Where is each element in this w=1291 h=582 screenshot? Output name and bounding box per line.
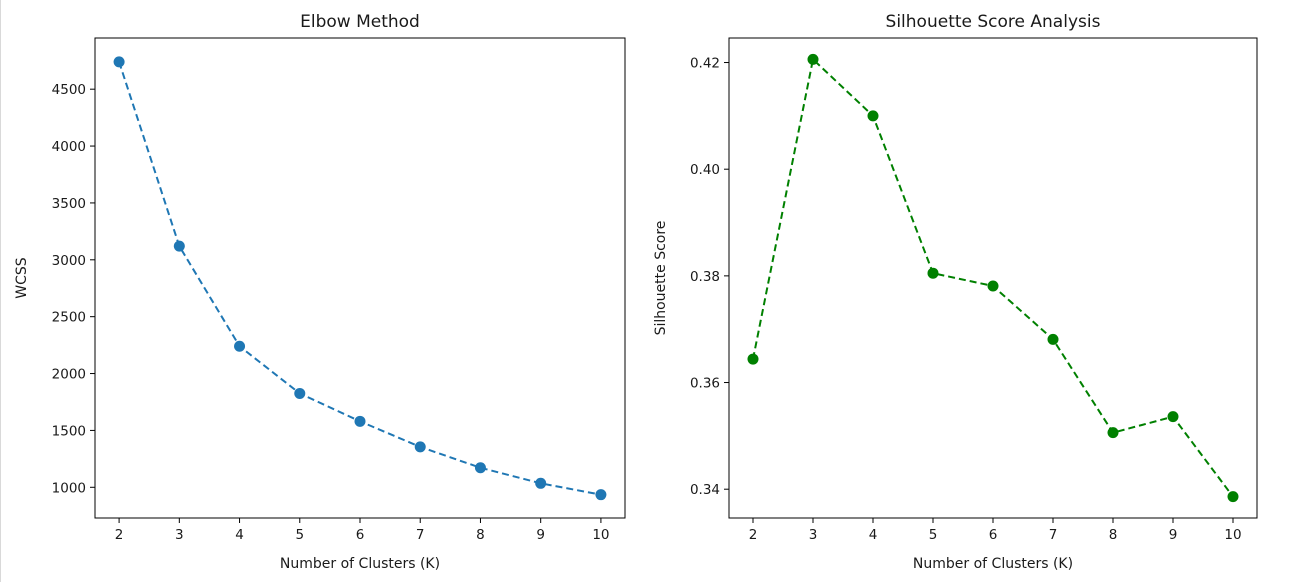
data-point <box>595 489 607 501</box>
data-point <box>173 240 185 252</box>
x-tick-label: 9 <box>1169 527 1178 543</box>
x-tick-label: 8 <box>476 527 485 543</box>
plot-frame <box>94 37 626 519</box>
chart-panel-2: Silhouette Score Analysis 2 3 4 5 6 7 8 9 10 0.34 0… <box>653 12 1258 572</box>
x-tick-label: 3 <box>175 527 184 543</box>
data-point <box>474 462 486 474</box>
x-tick-label: 5 <box>929 527 938 543</box>
data-point <box>535 477 547 489</box>
y-tick-label: 0.42 <box>690 56 720 72</box>
x-tick-label: 6 <box>989 527 998 543</box>
data-point <box>354 415 366 427</box>
y-tick-label: 2500 <box>52 310 86 326</box>
data-point <box>807 53 819 65</box>
data-point <box>1107 427 1119 439</box>
data-point <box>1167 411 1179 423</box>
y-tick-label: 1500 <box>52 423 86 439</box>
y-tick-label: 2000 <box>52 367 86 383</box>
data-point <box>867 110 879 122</box>
y-tick-label: 0.38 <box>690 269 720 285</box>
x-tick-label: 6 <box>356 527 365 543</box>
x-tick-label: 2 <box>115 527 124 543</box>
series-line <box>752 57 1234 498</box>
x-tick-label: 4 <box>869 527 878 543</box>
chart-title: Elbow Method <box>300 12 420 32</box>
y-tick-label: 0.36 <box>690 376 720 392</box>
data-point <box>234 340 246 352</box>
x-tick-label: 9 <box>536 527 545 543</box>
x-tick-label: 7 <box>1049 527 1058 543</box>
y-tick-label: 0.40 <box>690 162 720 178</box>
y-tick-label: 4500 <box>52 82 86 98</box>
data-point <box>294 387 306 399</box>
y-tick-label: 0.34 <box>690 482 720 498</box>
data-point <box>414 441 426 453</box>
data-point <box>113 56 125 68</box>
y-tick-label: 4000 <box>52 139 86 155</box>
data-point <box>747 353 759 365</box>
page-edge <box>0 0 1 582</box>
x-tick-label: 5 <box>295 527 304 543</box>
x-tick-label: 4 <box>235 527 244 543</box>
data-point <box>927 267 939 279</box>
x-tick-label: 10 <box>1224 527 1241 543</box>
x-axis-label: Number of Clusters (K) <box>280 556 440 572</box>
y-tick-label: 3000 <box>52 253 86 269</box>
y-axis-label: WCSS <box>14 257 30 299</box>
y-tick-label: 3500 <box>52 196 86 212</box>
data-point <box>987 280 999 292</box>
x-tick-label: 2 <box>749 527 758 543</box>
chart-panel-1: Elbow Method 2 3 4 5 6 7 8 9 10 1000 1500 2000 2500 30… <box>14 12 626 572</box>
series-line <box>118 61 602 496</box>
chart-title: Silhouette Score Analysis <box>886 12 1101 32</box>
y-tick-label: 1000 <box>52 480 86 496</box>
x-tick-label: 8 <box>1109 527 1118 543</box>
x-tick-label: 7 <box>416 527 425 543</box>
x-tick-label: 3 <box>809 527 818 543</box>
y-axis-label: Silhouette Score <box>653 221 669 336</box>
data-point <box>1227 491 1239 503</box>
x-tick-label: 10 <box>592 527 609 543</box>
plot-frame <box>728 37 1258 519</box>
data-point <box>1047 333 1059 345</box>
x-axis-label: Number of Clusters (K) <box>913 556 1073 572</box>
